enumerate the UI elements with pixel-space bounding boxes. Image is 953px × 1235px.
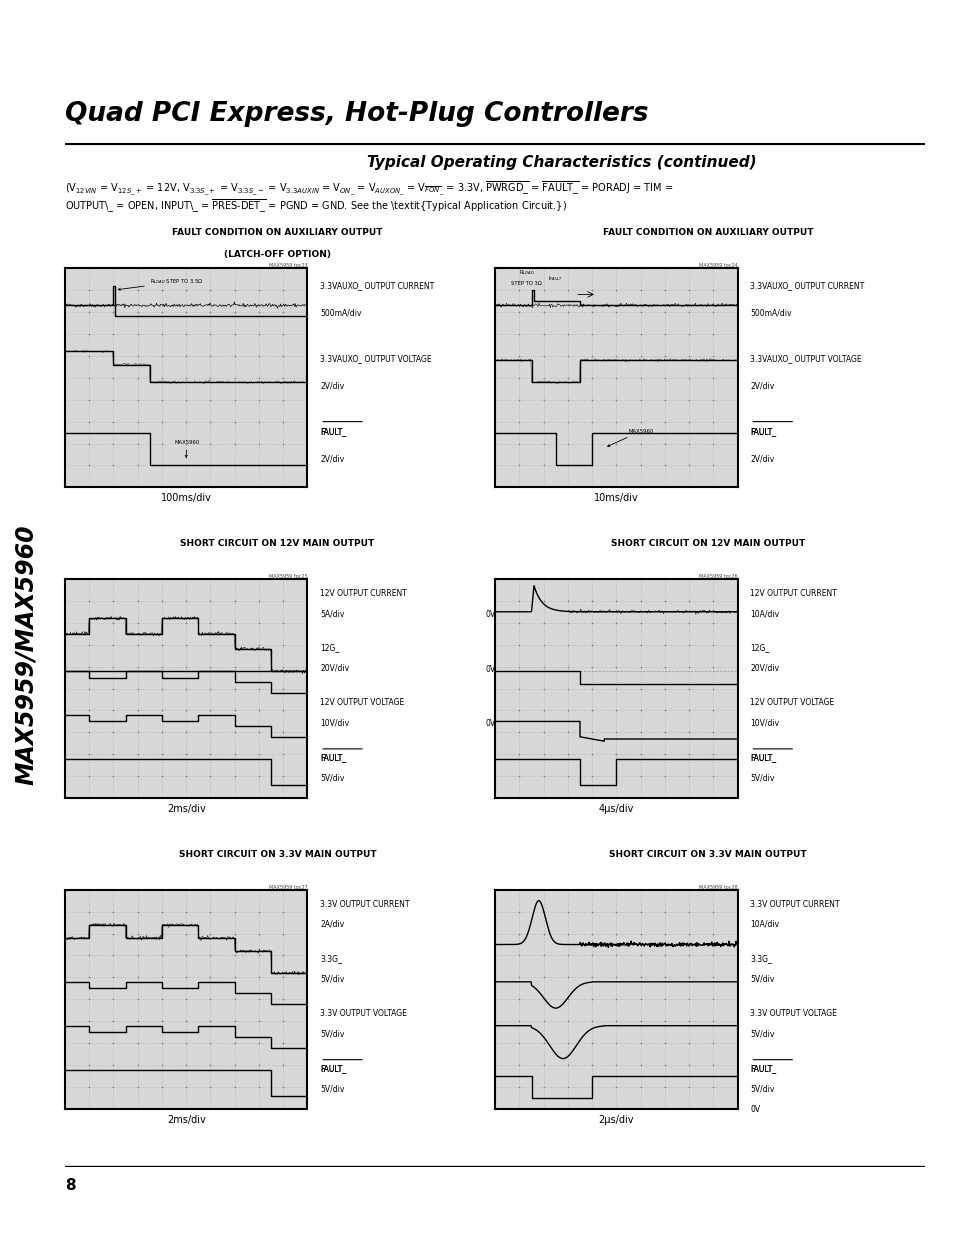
Text: 2μs/div: 2μs/div <box>598 1115 634 1125</box>
Text: 10A/div: 10A/div <box>750 609 779 618</box>
Text: 10ms/div: 10ms/div <box>594 493 639 503</box>
Text: 3.3G_: 3.3G_ <box>750 955 772 963</box>
Text: MAX5959 toc24: MAX5959 toc24 <box>699 263 737 268</box>
Text: 3.3G_: 3.3G_ <box>320 955 342 963</box>
Text: 2ms/div: 2ms/div <box>167 804 205 814</box>
Text: 12G_: 12G_ <box>320 643 339 652</box>
Text: FAULT CONDITION ON AUXILIARY OUTPUT: FAULT CONDITION ON AUXILIARY OUTPUT <box>172 228 382 237</box>
Text: FAULT_: FAULT_ <box>750 427 776 436</box>
Text: 3.3V OUTPUT CURRENT: 3.3V OUTPUT CURRENT <box>750 899 839 909</box>
Text: MAX5959 toc26: MAX5959 toc26 <box>699 574 737 579</box>
Text: 500mA/div: 500mA/div <box>750 309 791 317</box>
Text: 20V/div: 20V/div <box>750 664 779 673</box>
Text: Quad PCI Express, Hot-Plug Controllers: Quad PCI Express, Hot-Plug Controllers <box>65 101 648 127</box>
Text: 5V/div: 5V/div <box>750 1084 774 1093</box>
Text: FAULT_: FAULT_ <box>750 1065 776 1073</box>
Text: FAULT_: FAULT_ <box>750 753 776 762</box>
Text: 0V: 0V <box>750 1105 760 1114</box>
Text: FAULT_: FAULT_ <box>320 427 346 436</box>
Text: 3.3VAUXO_ OUTPUT CURRENT: 3.3VAUXO_ OUTPUT CURRENT <box>320 282 434 290</box>
Text: 10V/div: 10V/div <box>320 719 349 727</box>
Text: MAX5959 toc28: MAX5959 toc28 <box>699 884 737 889</box>
Text: 4μs/div: 4μs/div <box>598 804 634 814</box>
Text: FAULT_: FAULT_ <box>320 1065 346 1073</box>
Text: 2A/div: 2A/div <box>320 920 344 929</box>
Text: 3.3V OUTPUT VOLTAGE: 3.3V OUTPUT VOLTAGE <box>750 1009 837 1018</box>
Text: (LATCH-OFF OPTION): (LATCH-OFF OPTION) <box>224 251 331 259</box>
Text: R$_{LOAD}$ STEP TO 3.5Ω: R$_{LOAD}$ STEP TO 3.5Ω <box>118 278 203 290</box>
Text: 12V OUTPUT CURRENT: 12V OUTPUT CURRENT <box>320 589 407 598</box>
Text: 0V: 0V <box>484 664 495 673</box>
Text: 2ms/div: 2ms/div <box>167 1115 205 1125</box>
Text: 5V/div: 5V/div <box>750 1030 774 1039</box>
Text: FAULT_: FAULT_ <box>750 753 776 762</box>
Text: 0V: 0V <box>484 610 495 619</box>
Text: 20V/div: 20V/div <box>320 664 349 673</box>
Text: 12V OUTPUT CURRENT: 12V OUTPUT CURRENT <box>750 589 837 598</box>
Text: 2V/div: 2V/div <box>320 454 344 463</box>
Text: 3.3VAUXO_ OUTPUT VOLTAGE: 3.3VAUXO_ OUTPUT VOLTAGE <box>320 354 432 363</box>
Text: MAX5959 toc27: MAX5959 toc27 <box>269 884 307 889</box>
Text: 500mA/div: 500mA/div <box>320 309 361 317</box>
Text: SHORT CIRCUIT ON 3.3V MAIN OUTPUT: SHORT CIRCUIT ON 3.3V MAIN OUTPUT <box>608 850 806 860</box>
Text: MAX5960: MAX5960 <box>173 440 199 457</box>
Text: MAX5959/MAX5960: MAX5959/MAX5960 <box>14 524 38 785</box>
Text: STEP TO 3Ω: STEP TO 3Ω <box>511 280 541 285</box>
Text: 5V/div: 5V/div <box>750 773 774 783</box>
Text: 12V OUTPUT VOLTAGE: 12V OUTPUT VOLTAGE <box>320 699 404 708</box>
Text: 2V/div: 2V/div <box>750 382 774 390</box>
Text: MAX5959 toc25: MAX5959 toc25 <box>269 574 307 579</box>
Text: FAULT_: FAULT_ <box>750 1065 776 1073</box>
Text: I$_{FAULT}$: I$_{FAULT}$ <box>547 274 563 283</box>
Text: 5V/div: 5V/div <box>320 773 344 783</box>
Text: 5V/div: 5V/div <box>320 1084 344 1093</box>
Text: MAX5959 toc23: MAX5959 toc23 <box>269 263 307 268</box>
Text: (V$_{12VIN}$ = V$_{12S\_+}$ = 12V, V$_{3.3S\_+}$ = V$_{3.3S\_-}$ = V$_{3.3AUXIN}: (V$_{12VIN}$ = V$_{12S\_+}$ = 12V, V$_{3… <box>65 179 673 196</box>
Text: 0V: 0V <box>484 719 495 729</box>
Text: Typical Operating Characteristics (continued): Typical Operating Characteristics (conti… <box>367 156 756 170</box>
Text: 8: 8 <box>65 1178 75 1193</box>
Text: OUTPUT\_ = OPEN, INPUT\_ = $\overline{\mathrm{PRES\text{-}DET\_}}$ = PGND = GND.: OUTPUT\_ = OPEN, INPUT\_ = $\overline{\m… <box>65 198 566 215</box>
Text: SHORT CIRCUIT ON 3.3V MAIN OUTPUT: SHORT CIRCUIT ON 3.3V MAIN OUTPUT <box>178 850 376 860</box>
Text: FAULT_: FAULT_ <box>320 753 346 762</box>
Text: SHORT CIRCUIT ON 12V MAIN OUTPUT: SHORT CIRCUIT ON 12V MAIN OUTPUT <box>180 540 375 548</box>
Text: FAULT_: FAULT_ <box>320 753 346 762</box>
Text: 5V/div: 5V/div <box>320 1030 344 1039</box>
Text: 12V OUTPUT VOLTAGE: 12V OUTPUT VOLTAGE <box>750 699 834 708</box>
Text: 12G_: 12G_ <box>750 643 769 652</box>
Text: FAULT_: FAULT_ <box>750 427 776 436</box>
Text: 3.3V OUTPUT VOLTAGE: 3.3V OUTPUT VOLTAGE <box>320 1009 407 1018</box>
Text: 3.3V OUTPUT CURRENT: 3.3V OUTPUT CURRENT <box>320 899 409 909</box>
Text: FAULT_: FAULT_ <box>320 427 346 436</box>
Text: 100ms/div: 100ms/div <box>160 493 212 503</box>
Text: 3.3VAUXO_ OUTPUT VOLTAGE: 3.3VAUXO_ OUTPUT VOLTAGE <box>750 354 862 363</box>
Text: 2V/div: 2V/div <box>320 382 344 390</box>
Text: FAULT_: FAULT_ <box>320 1065 346 1073</box>
Text: MAX5960: MAX5960 <box>607 429 653 447</box>
Text: FAULT CONDITION ON AUXILIARY OUTPUT: FAULT CONDITION ON AUXILIARY OUTPUT <box>602 228 812 237</box>
Text: 5V/div: 5V/div <box>750 974 774 984</box>
Text: SHORT CIRCUIT ON 12V MAIN OUTPUT: SHORT CIRCUIT ON 12V MAIN OUTPUT <box>610 540 804 548</box>
Text: 10A/div: 10A/div <box>750 920 779 929</box>
Text: 5A/div: 5A/div <box>320 609 344 618</box>
Text: R$_{LOAD}$: R$_{LOAD}$ <box>518 268 534 277</box>
Text: 2V/div: 2V/div <box>750 454 774 463</box>
Text: 10V/div: 10V/div <box>750 719 779 727</box>
Text: 3.3VAUXO_ OUTPUT CURRENT: 3.3VAUXO_ OUTPUT CURRENT <box>750 282 863 290</box>
Text: 5V/div: 5V/div <box>320 974 344 984</box>
